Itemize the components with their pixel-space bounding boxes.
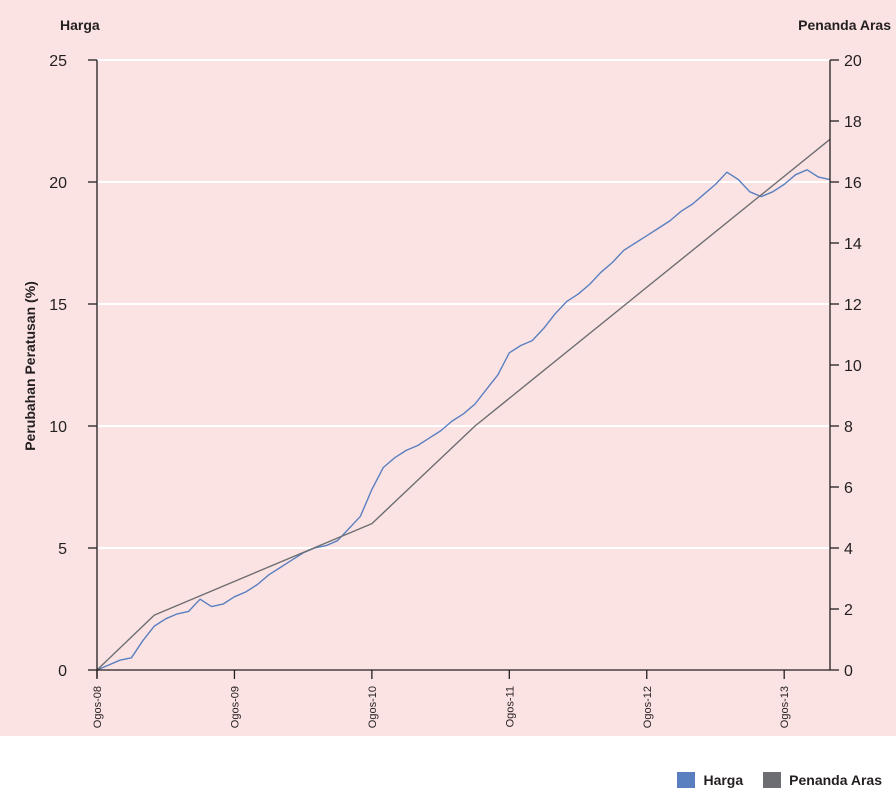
left-axis-title: Harga xyxy=(60,17,100,33)
y-left-tick-label: 0 xyxy=(58,663,67,680)
y-right-tick-label: 20 xyxy=(844,53,862,70)
right-axis-title: Penanda Aras xyxy=(798,17,891,33)
y-left-tick-label: 5 xyxy=(58,541,67,558)
y-right-tick-label: 10 xyxy=(844,358,862,375)
y-axis-label: Perubahan Peratusan (%) xyxy=(22,281,38,451)
legend-label-harga: Harga xyxy=(703,772,744,788)
y-right-tick-label: 4 xyxy=(844,541,853,558)
y-left-tick-label: 20 xyxy=(49,175,67,192)
legend-swatch-penanda-aras xyxy=(763,772,782,788)
legend-swatch-harga xyxy=(677,772,696,788)
y-right-tick-label: 6 xyxy=(844,480,853,497)
y-right-tick-label: 14 xyxy=(844,236,862,253)
y-left-tick-label: 10 xyxy=(49,419,67,436)
series-line-penanda-aras xyxy=(96,138,831,671)
x-tick-label: Ogos-12 xyxy=(642,686,654,728)
x-tick-label: Ogos-11 xyxy=(504,686,516,727)
line-chart: 0 5 10 15 20 25 0 2 4 6 8 10 12 14 16 18 20 Ogos-08 Ogos-0… xyxy=(0,0,896,736)
y-left-tick-label: 15 xyxy=(49,297,67,314)
y-left-tick-label: 25 xyxy=(49,53,67,70)
chart-background xyxy=(0,0,896,736)
legend-label-penanda-aras: Penanda Aras xyxy=(789,772,882,788)
y-right-tick-label: 16 xyxy=(844,175,862,192)
legend-item-harga: Harga xyxy=(677,772,743,788)
y-right-tick-label: 2 xyxy=(844,602,853,619)
x-tick-label: Ogos-08 xyxy=(92,686,104,728)
x-tick-label: Ogos-13 xyxy=(779,686,791,728)
y-right-tick-label: 18 xyxy=(844,114,862,131)
axes: 0 5 10 15 20 25 0 2 4 6 8 10 12 14 16 18 20 Ogos-08 Ogos-0… xyxy=(49,53,862,728)
legend: Harga Penanda Aras xyxy=(657,772,882,788)
x-tick-label: Ogos-09 xyxy=(229,686,241,728)
series-lines xyxy=(96,138,831,671)
y-right-tick-label: 8 xyxy=(844,419,853,436)
y-right-tick-label: 0 xyxy=(844,663,853,680)
y-right-tick-label: 12 xyxy=(844,297,862,314)
legend-item-penanda-aras: Penanda Aras xyxy=(763,772,882,788)
chart-panel: 0 5 10 15 20 25 0 2 4 6 8 10 12 14 16 18 20 Ogos-08 Ogos-0… xyxy=(0,0,896,736)
series-line-harga xyxy=(96,169,831,671)
x-tick-label: Ogos-10 xyxy=(367,686,379,728)
grid-lines xyxy=(97,59,830,549)
